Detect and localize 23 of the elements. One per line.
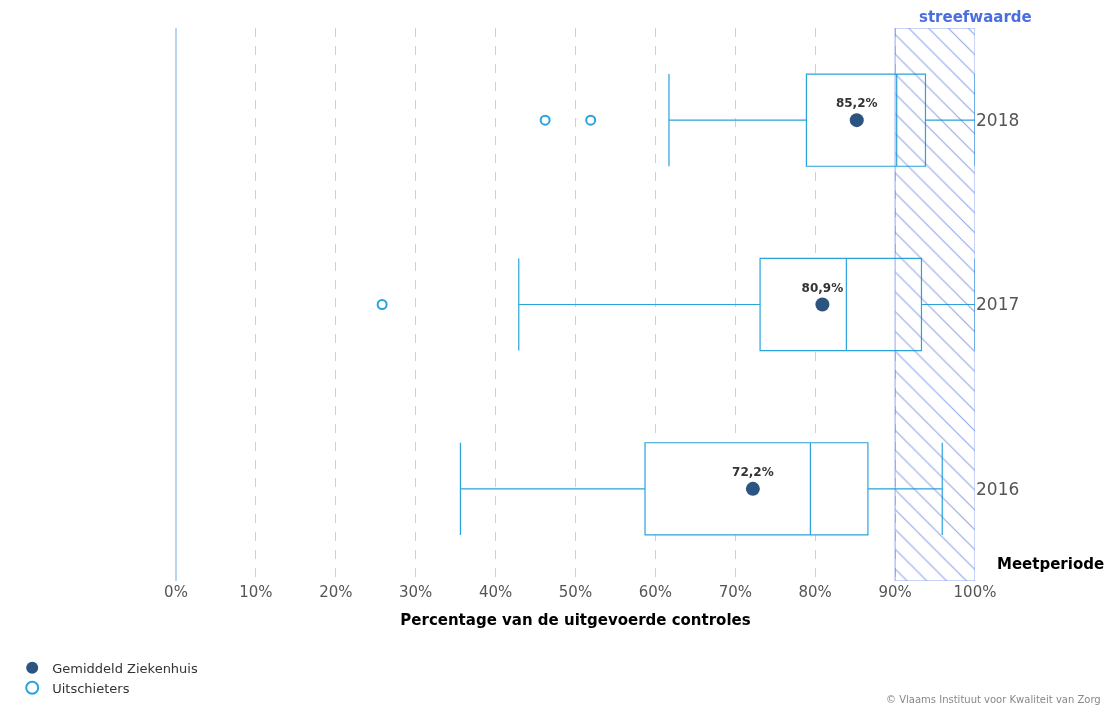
x-tick-label: 80% [798,583,832,601]
legend-label: Gemiddeld Ziekenhuis [52,660,198,676]
text: © Vlaams Instituut voor Kwaliteit van Zorg [886,694,1101,705]
x-tick-label: 70% [718,583,752,601]
x-tick-label: 0% [164,583,188,601]
data-label: 80,9% [801,280,844,295]
y-tick-label: 2018 [976,110,1020,131]
band-label: streefwaarde [919,8,1032,26]
x-tick-label: 30% [399,583,433,601]
x-tick-label: 100% [953,583,997,601]
x-tick-label: 10% [239,583,273,601]
x-axis-title: Percentage van de uitgevoerde controles [400,611,751,629]
y-tick-label: 2017 [976,294,1020,315]
data-label: 72,2% [732,465,774,480]
x-tick-label: 90% [878,583,912,601]
y-tick-label: 2016 [976,478,1020,499]
x-tick-label: 20% [319,583,353,601]
x-tick-label: 60% [638,583,673,601]
x-tick-label: 40% [478,583,513,601]
data-label: 85,2% [835,96,878,111]
x-tick-label: 50% [558,583,593,601]
legend-label: Uitschieters [52,680,130,696]
y-axis-title: Meetperiode [997,555,1105,573]
